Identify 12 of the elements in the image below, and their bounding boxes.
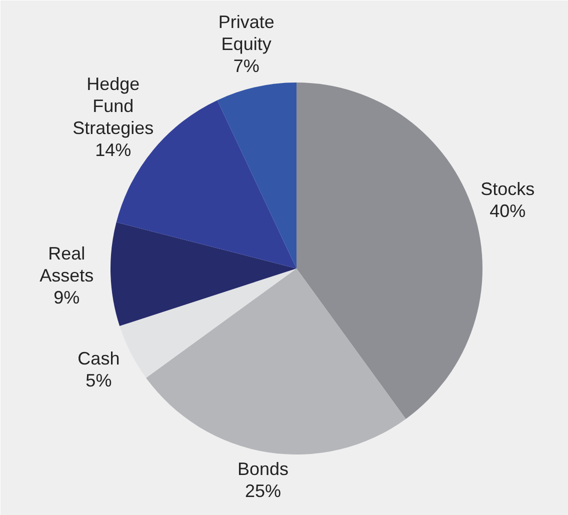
slice-label: Hedge Fund Strategies (72, 74, 154, 138)
slice-label: Real Assets (40, 244, 94, 286)
data-label: 9% (54, 288, 80, 308)
slice-label: Cash (78, 348, 120, 368)
slice-label: Bonds (238, 458, 289, 479)
slice-label: Private Equity (218, 12, 274, 54)
slice-label: Stocks (480, 178, 535, 199)
data-label: 14% (95, 140, 132, 160)
data-label: 25% (245, 480, 282, 501)
data-label: 5% (86, 370, 112, 390)
data-label: 40% (490, 200, 526, 221)
data-label: 7% (233, 56, 260, 76)
